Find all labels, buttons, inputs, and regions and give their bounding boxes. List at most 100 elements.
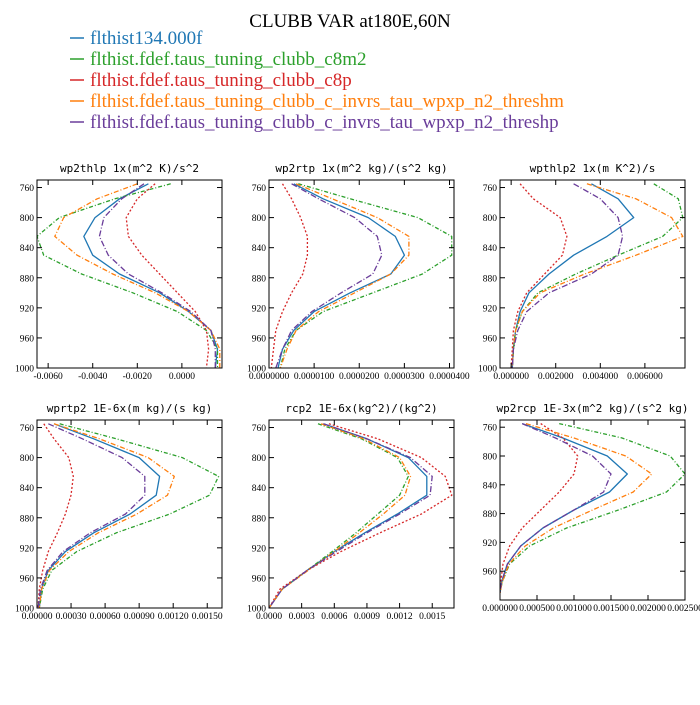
x-tick-label: 0.0000300: [384, 372, 425, 382]
y-tick-label: 800: [252, 214, 267, 224]
series-line-4: [500, 422, 653, 593]
y-tick-label: 800: [483, 453, 498, 463]
legend-entry: flthist.fdef.taus_tuning_clubb_c8m2: [70, 49, 367, 70]
series-line-1: [277, 183, 406, 368]
y-tick-label: 880: [20, 514, 35, 524]
panel-2: wp2rtp 1x(m^2 kg)/(s^2 kg) 760 800 840 880 92…: [247, 162, 470, 382]
legend-entry: flthist.fdef.taus_tuning_clubb_c8p: [70, 70, 352, 91]
legend-entry: flthist134.000f: [70, 28, 203, 49]
panel-title: wp2rtp 1x(m^2 kg)/(s^2 kg): [275, 162, 447, 175]
series-line-2: [511, 183, 684, 368]
y-tick-label: 1000: [247, 365, 266, 375]
series-line-4: [54, 183, 221, 368]
x-tick-label: -0.0060: [33, 372, 63, 382]
y-tick-label: 880: [483, 274, 498, 284]
series-group: [500, 422, 685, 593]
panel-title: wp2rcp 1E-3x(m^2 kg)/(s^2 kg): [496, 402, 688, 415]
x-tick-label: 0.0000100: [294, 372, 335, 382]
series-line-1: [83, 183, 219, 368]
x-tick-label: 0.0000000: [249, 372, 290, 382]
panel-6: wp2rcp 1E-3x(m^2 kg)/(s^2 kg) 760 800 840 88…: [482, 402, 700, 614]
x-tick-label: 0.001000: [556, 604, 592, 614]
x-tick-label: -0.0040: [78, 372, 108, 382]
x-tick-label: 0.0015: [419, 612, 445, 622]
y-tick-label: 960: [20, 574, 35, 584]
panel-4: wprtp2 1E-6x(m kg)/(s kg) 760 800 840 880 920…: [15, 402, 223, 622]
x-tick-label: 0.00000: [22, 612, 53, 622]
y-tick-label: 840: [20, 484, 35, 494]
y-tick-label: 840: [20, 244, 35, 254]
panel-3: wpthlp2 1x(m K^2)/s 760 800 840 880 920 960 100…: [478, 162, 686, 382]
y-tick-label: 800: [20, 214, 35, 224]
series-line-3: [270, 183, 309, 368]
panel-title: wpthlp2 1x(m K^2)/s: [530, 162, 656, 175]
series-group: [269, 423, 453, 608]
y-tick-label: 840: [252, 484, 267, 494]
x-tick-label: 0.00120: [158, 612, 189, 622]
x-tick-label: 0.002000: [538, 372, 574, 382]
x-tick-label: 0.0000400: [429, 372, 470, 382]
y-tick-label: 760: [483, 184, 498, 194]
series-line-4: [269, 423, 412, 608]
series-line-5: [37, 423, 146, 608]
y-tick-label: 800: [252, 454, 267, 464]
series-group: [270, 183, 453, 368]
y-tick-label: 800: [20, 454, 35, 464]
series-line-4: [38, 423, 175, 608]
y-tick-label: 1000: [15, 365, 34, 375]
y-tick-label: 880: [483, 510, 498, 520]
plot-frame: [268, 419, 455, 609]
y-tick-label: 960: [483, 334, 498, 344]
y-tick-label: 920: [483, 304, 498, 314]
y-tick-label: 840: [252, 244, 267, 254]
x-tick-label: 0.0006: [321, 612, 347, 622]
y-tick-label: 960: [483, 568, 498, 578]
y-tick-label: 920: [20, 304, 35, 314]
series-group: [37, 183, 221, 368]
x-tick-label: 0.0000: [169, 372, 195, 382]
plot-frame: [36, 179, 223, 369]
series-line-5: [98, 183, 216, 368]
x-tick-label: 0.00150: [192, 612, 223, 622]
x-tick-label: 0.000000: [482, 604, 518, 614]
legend-label: flthist.fdef.taus_tuning_clubb_c_invrs_t…: [90, 112, 559, 133]
y-tick-label: 920: [483, 539, 498, 549]
series-line-5: [500, 423, 612, 593]
series-line-3: [500, 423, 579, 593]
plot-frame: [499, 419, 686, 601]
plot-frame: [499, 179, 686, 369]
legend-entry: flthist.fdef.taus_tuning_clubb_c_invrs_t…: [70, 112, 559, 133]
y-tick-label: 840: [483, 244, 498, 254]
legend: flthist134.000fflthist.fdef.taus_tuning_…: [70, 28, 564, 133]
plot-frame: [268, 179, 455, 369]
y-tick-label: 1000: [247, 605, 266, 615]
y-tick-label: 960: [252, 334, 267, 344]
y-tick-label: 760: [483, 424, 498, 434]
panels: wp2thlp 1x(m^2 K)/s^2 760 800 840 880 920 960 1…: [15, 162, 700, 622]
y-tick-label: 960: [20, 334, 35, 344]
legend-label: flthist134.000f: [90, 28, 203, 49]
x-tick-label: 0.001500: [593, 604, 629, 614]
series-group: [37, 423, 220, 608]
x-tick-label: 0.0000: [256, 612, 282, 622]
panel-title: rcp2 1E-6x(kg^2)/(kg^2): [285, 402, 437, 415]
x-tick-label: 0.000500: [519, 604, 555, 614]
series-line-2: [279, 183, 453, 368]
x-tick-label: 0.000000: [493, 372, 529, 382]
x-tick-label: 0.0003: [289, 612, 315, 622]
legend-entry: flthist.fdef.taus_tuning_clubb_c_invrs_t…: [70, 91, 564, 112]
y-tick-label: 1000: [478, 365, 497, 375]
y-tick-label: 1000: [15, 605, 34, 615]
x-tick-label: 0.004000: [582, 372, 618, 382]
y-tick-label: 920: [252, 544, 267, 554]
y-tick-label: 840: [483, 481, 498, 491]
y-tick-label: 760: [252, 424, 267, 434]
series-line-2: [38, 423, 220, 608]
y-tick-label: 760: [20, 184, 35, 194]
x-tick-label: 0.0009: [354, 612, 380, 622]
panel-5: rcp2 1E-6x(kg^2)/(kg^2) 760 800 840 880 920 96…: [247, 402, 455, 622]
series-line-4: [279, 183, 410, 368]
y-tick-label: 880: [252, 274, 267, 284]
y-tick-label: 880: [20, 274, 35, 284]
